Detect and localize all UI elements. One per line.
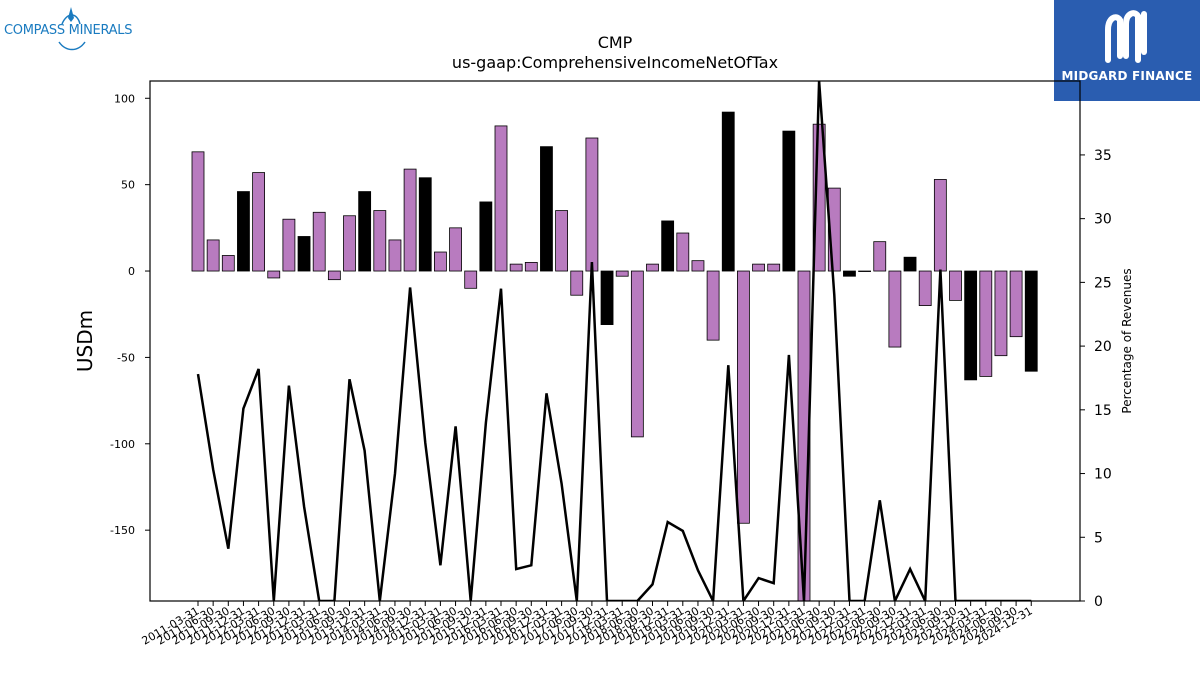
- y-tick-label: 100: [114, 92, 135, 105]
- bar-2024-03-31: [979, 270, 993, 377]
- bars-layer: [191, 111, 1038, 601]
- bar-2011-09-30: [221, 255, 235, 272]
- bar-2015-09-30: [464, 270, 478, 289]
- bar-2017-06-30: [570, 270, 584, 296]
- bar-2011-03-31: [191, 151, 205, 272]
- bar-2012-09-30: [282, 218, 296, 272]
- bar-2016-09-30: [524, 261, 538, 272]
- y-tick-label: -50: [117, 351, 135, 364]
- midgard-finance-logo: MIDGARD FINANCE: [1054, 0, 1200, 101]
- bar-2019-12-31: [721, 111, 735, 272]
- bar-2019-03-31: [676, 232, 690, 272]
- y2-tick-label: 5: [1094, 530, 1103, 546]
- y2-tick-label: 20: [1094, 339, 1112, 355]
- bar-2024-06-30: [994, 270, 1008, 357]
- bar-2013-03-31: [312, 211, 326, 272]
- y2-tick-label: 25: [1094, 275, 1112, 291]
- bar-2021-12-31: [843, 270, 856, 277]
- bar-2011-12-31: [237, 191, 250, 272]
- bar-2022-03-31: [858, 270, 871, 272]
- chart-title: CMP: [598, 33, 633, 52]
- bar-2018-06-30: [630, 270, 644, 438]
- compass-minerals-logo: COMPASS MINERALS: [4, 6, 149, 56]
- bar-2013-09-30: [343, 215, 356, 272]
- line-layer: [196, 81, 1032, 601]
- midgard-logo-text: MIDGARD FINANCE: [1061, 69, 1193, 83]
- bar-2022-12-31: [903, 256, 917, 272]
- bar-2012-03-31: [252, 172, 266, 272]
- bar-2013-06-30: [327, 270, 341, 281]
- y2-tick-label: 0: [1094, 594, 1103, 610]
- y-axis-label: USDm: [73, 310, 97, 372]
- bar-2023-12-31: [964, 270, 978, 381]
- chart-subtitle: us-gaap:ComprehensiveIncomeNetOfTax: [452, 53, 778, 72]
- compass-logo-text: COMPASS MINERALS: [4, 23, 133, 38]
- bar-2024-09-30: [1009, 270, 1023, 338]
- compass-logo-icon: [58, 7, 86, 51]
- y-tick-label: 0: [128, 265, 135, 278]
- bar-2019-09-30: [706, 270, 720, 341]
- bar-2014-12-31: [418, 177, 432, 272]
- bar-2024-12-31: [1024, 270, 1038, 372]
- bar-2017-03-31: [555, 210, 568, 272]
- y2-axis-label: Percentage of Revenues: [1120, 268, 1134, 413]
- y-tick-label: 50: [121, 179, 135, 192]
- bar-2014-06-30: [388, 239, 402, 272]
- bar-2015-12-31: [479, 201, 493, 272]
- bar-2018-09-30: [646, 263, 659, 272]
- y2-tick-label: 15: [1094, 403, 1112, 419]
- bar-2020-06-30: [752, 263, 765, 272]
- bar-2022-09-30: [888, 270, 902, 348]
- bar-2018-03-31: [615, 270, 629, 277]
- bar-2015-03-31: [433, 251, 447, 272]
- y-tick-label: -150: [110, 524, 135, 537]
- plot-frame: [149, 80, 1081, 602]
- percentage-line: [196, 81, 1032, 601]
- bar-2016-06-30: [509, 263, 523, 272]
- bar-2020-12-31: [782, 130, 796, 272]
- bar-2014-03-31: [373, 210, 387, 272]
- bar-2016-03-31: [494, 125, 508, 272]
- bar-2012-12-31: [297, 236, 311, 272]
- y2-tick-label: 35: [1094, 148, 1112, 164]
- bar-2020-03-31: [737, 270, 750, 524]
- bar-2015-06-30: [449, 227, 462, 272]
- y2-tick-label: 30: [1094, 212, 1112, 228]
- bar-2023-03-31: [918, 270, 932, 306]
- bar-2023-06-30: [933, 179, 947, 272]
- y2-tick-label: 10: [1094, 467, 1112, 483]
- bar-2017-09-30: [585, 137, 599, 272]
- bar-2017-12-31: [600, 270, 614, 325]
- bar-2014-09-30: [403, 168, 417, 272]
- axes-layer: 100500-50-100-150353025201510502011-03-3…: [110, 80, 1112, 648]
- midgard-logo-icon: [1105, 10, 1147, 63]
- bar-2011-06-30: [206, 239, 220, 272]
- bar-2012-06-30: [267, 270, 281, 279]
- bar-2018-12-31: [661, 220, 675, 272]
- y-tick-label: -100: [110, 438, 135, 451]
- bar-2022-06-30: [873, 241, 887, 272]
- bar-2013-12-31: [358, 191, 372, 272]
- bar-2023-09-30: [949, 270, 962, 301]
- bar-2019-06-30: [691, 260, 705, 272]
- bar-2020-09-30: [767, 263, 781, 272]
- bar-2016-12-31: [540, 146, 553, 272]
